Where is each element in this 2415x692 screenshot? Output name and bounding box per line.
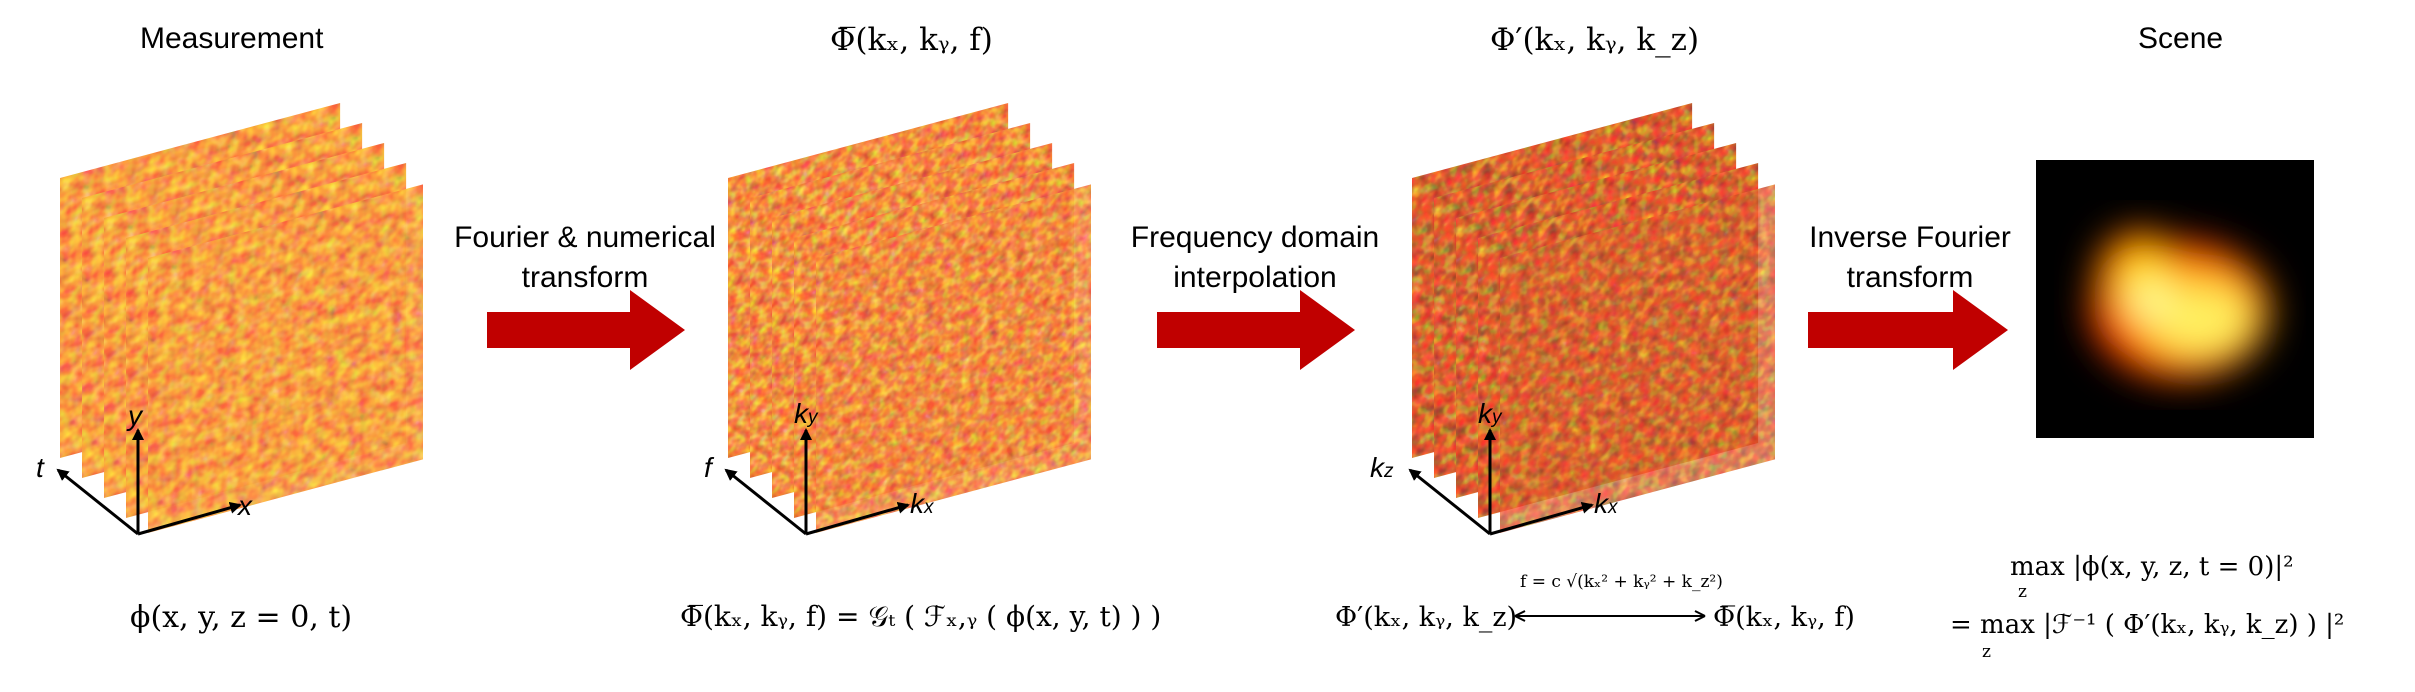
formula-scene-line1-sub: z (2018, 582, 2027, 602)
axis-label-ky-sub: y (808, 407, 818, 428)
formula-scene-line2-text: = max |ℱ⁻¹ ( Φ′(kₓ, kᵧ, k_z) ) |² (1950, 610, 2345, 640)
axis-label-kz-sub: z (1384, 461, 1394, 482)
step-label-fourier-line1: Fourier & numerical (454, 221, 716, 254)
formula-fourier: Φ̅(kₓ, kᵧ, f) = 𝒢ₜ ( ℱₓ,ᵧ ( ϕ(x, y, t) )… (680, 600, 1162, 633)
formula-interp-left: Φ′(kₓ, kᵧ, k_z) (1335, 602, 1518, 633)
step-arrow-3 (1808, 290, 2008, 370)
axis-kx2-arrow (1489, 501, 1594, 536)
double-arrow-icon (1514, 610, 1706, 622)
axis-label-kx2: kx (1594, 488, 1618, 520)
axis-label-kx2-main: k (1594, 488, 1608, 519)
axis-label-ky-main: k (794, 398, 808, 429)
formula-scene-line2: = max |ℱ⁻¹ ( Φ′(kₓ, kᵧ, k_z) ) |² (1950, 610, 2344, 640)
step-label-inverse-line2: transform (1846, 261, 1974, 294)
formula-interp-right: Φ̅(kₓ, kᵧ, f) (1713, 602, 1855, 633)
axis-label-ky2: ky (1478, 398, 1502, 430)
step-arrow-1 (487, 290, 685, 370)
axis-label-kz: kz (1370, 452, 1394, 484)
panel-title-scene: Scene (2138, 22, 2224, 55)
fourier-stack (724, 101, 1092, 536)
step-label-inverse: Inverse Fourier transform (1770, 218, 2050, 298)
step-arrow-2 (1157, 290, 1355, 370)
step-label-interp-line1: Frequency domain (1130, 221, 1380, 254)
interpolated-stack (1408, 101, 1776, 536)
axis-x-arrow (137, 501, 242, 536)
formula-interpolation: Φ′(kₓ, kᵧ, k_z) f = c √(kₓ² + kᵧ² + k_z²… (1335, 572, 1895, 652)
axis-kz-arrow (1408, 468, 1491, 536)
axis-t-arrow (56, 468, 139, 536)
formula-scene-line1-text: max |ϕ(x, y, z, t = 0)|² (2010, 552, 2294, 582)
measurement-stack (56, 101, 424, 536)
step-label-inverse-line1: Inverse Fourier (1809, 221, 2011, 254)
axis-label-kz-main: k (1370, 452, 1384, 483)
axis-label-t: t (36, 452, 44, 483)
axis-label-y: y (128, 400, 142, 431)
panel-title-phibar: Φ̅(kₓ, kᵧ, f) (830, 22, 993, 58)
axis-label-kx-sub: x (924, 497, 934, 518)
axis-f-arrow (724, 468, 807, 536)
axis-kx-arrow (805, 501, 910, 536)
axis-label-ky2-main: k (1478, 398, 1492, 429)
step-label-interpolation: Frequency domain interpolation (1100, 218, 1410, 298)
step-label-fourier: Fourier & numerical transform (430, 218, 740, 298)
axis-label-ky: ky (794, 398, 818, 430)
formula-interp-arrow-label: f = c √(kₓ² + kᵧ² + k_z²) (1520, 572, 1723, 592)
axis-label-x: x (238, 490, 252, 521)
scene-image (2036, 160, 2314, 438)
axis-label-f: f (704, 452, 712, 483)
formula-scene-line2-sub: z (1982, 642, 1991, 662)
formula-measurement: ϕ(x, y, z = 0, t) (130, 600, 353, 635)
panel-title-phiprime: Φ′(kₓ, kᵧ, k_z) (1490, 22, 1700, 58)
step-label-fourier-line2: transform (521, 261, 649, 294)
axis-label-ky2-sub: y (1492, 407, 1502, 428)
formula-scene-line1: max |ϕ(x, y, z, t = 0)|² (2010, 552, 2294, 582)
formula-scene: max |ϕ(x, y, z, t = 0)|² z = max |ℱ⁻¹ ( … (1950, 552, 2410, 682)
panel-title-measurement: Measurement (140, 22, 324, 55)
step-label-interp-line2: interpolation (1173, 261, 1337, 294)
axis-label-kx: kx (910, 488, 934, 520)
axis-label-kx2-sub: x (1608, 497, 1618, 518)
axis-label-kx-main: k (910, 488, 924, 519)
